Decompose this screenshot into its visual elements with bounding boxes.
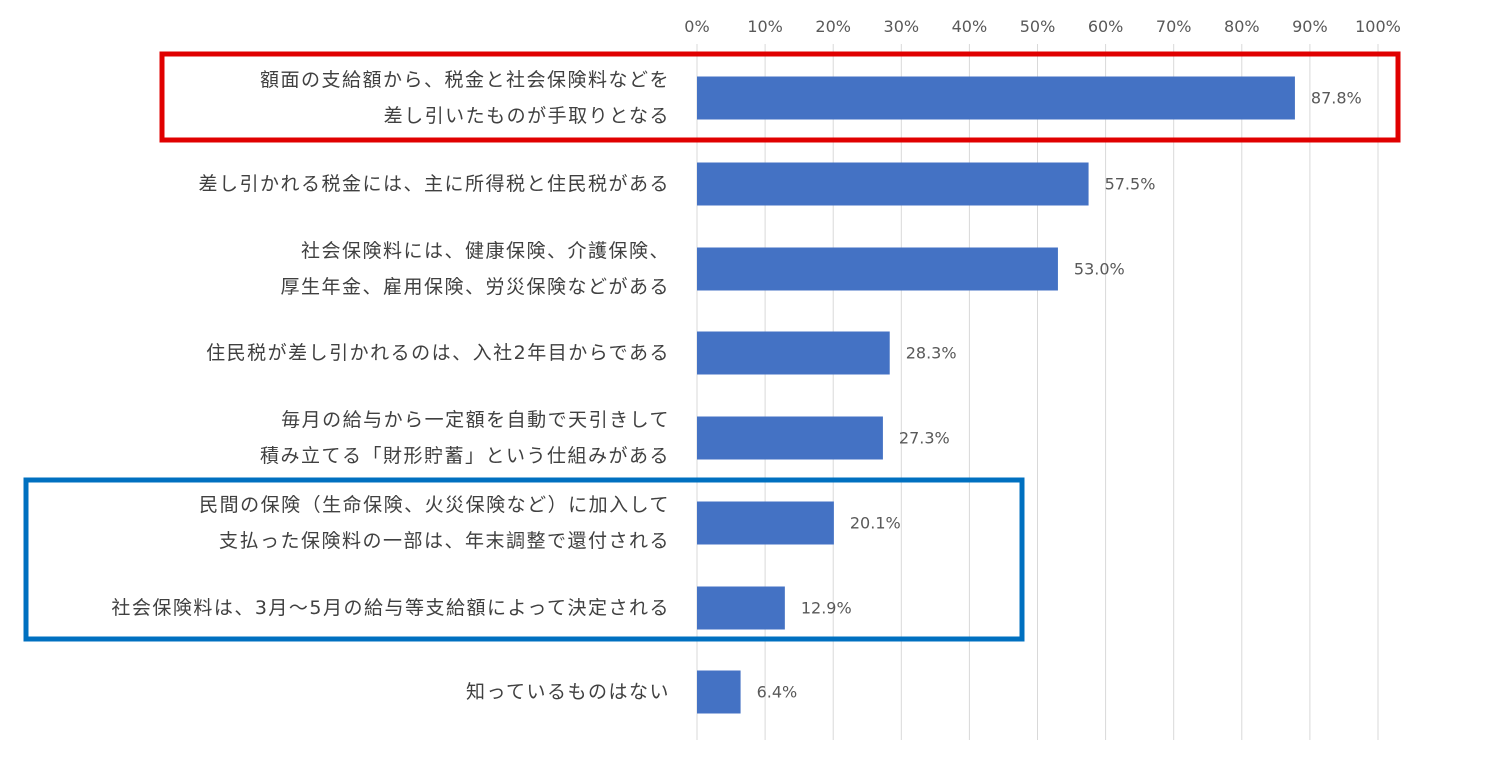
x-tick-label: 70% (1156, 17, 1192, 36)
bar (697, 76, 1295, 120)
data-label: 27.3% (899, 429, 950, 448)
category-label: 支払った保険料の一部は、年末調整で還付される (219, 530, 670, 552)
highlight-box-blue (23, 477, 1025, 642)
bar (697, 247, 1058, 291)
bar (697, 670, 741, 714)
data-label: 28.3% (906, 344, 957, 363)
category-labels: 額面の支給額から、税金と社会保険料などを差し引いたものが手取りとなる差し引かれる… (111, 69, 670, 703)
data-label: 20.1% (850, 514, 901, 533)
x-tick-label: 20% (815, 17, 851, 36)
x-tick-label: 50% (1020, 17, 1056, 36)
category-label: 額面の支給額から、税金と社会保険料などを (260, 69, 670, 91)
data-label: 12.9% (801, 599, 852, 618)
gridlines (696, 44, 1379, 740)
bar (697, 586, 785, 630)
x-tick-label: 80% (1224, 17, 1260, 36)
bar (697, 331, 890, 375)
bar (697, 162, 1089, 206)
highlight-box-red (159, 51, 1401, 143)
x-tick-label: 90% (1292, 17, 1328, 36)
category-label: 厚生年金、雇用保険、労災保険などがある (280, 276, 670, 298)
data-label: 57.5% (1105, 175, 1156, 194)
data-label: 53.0% (1074, 260, 1125, 279)
data-label: 87.8% (1311, 89, 1362, 108)
x-tick-label: 40% (952, 17, 988, 36)
data-label: 6.4% (757, 683, 798, 702)
bar (697, 416, 883, 460)
x-axis-ticks: 0% 10% 20% 30% 40% 50% 60% 70% 80% 90% 100% (684, 17, 1401, 36)
data-labels: 87.8% 57.5% 53.0% 28.3% 27.3% 20.1% 12.9% 6.4% (757, 89, 1362, 702)
category-label: 民間の保険（生命保険、火災保険など）に加入して (199, 494, 670, 516)
x-tick-label: 10% (747, 17, 783, 36)
x-tick-label: 30% (884, 17, 920, 36)
x-tick-label: 60% (1088, 17, 1124, 36)
category-label: 毎月の給与から一定額を自動で天引きして (281, 409, 670, 431)
category-label: 積み立てる「財形貯蓄」という仕組みがある (260, 445, 670, 467)
x-tick-label: 0% (684, 17, 709, 36)
category-label: 社会保険料には、健康保険、介護保険、 (301, 240, 670, 262)
category-label: 住民税が差し引かれるのは、入社2年目からである (206, 342, 670, 364)
category-label: 差し引かれる税金には、主に所得税と住民税がある (198, 173, 670, 195)
bars (697, 76, 1295, 714)
category-label: 知っているものはない (466, 681, 670, 703)
highlight-boxes (23, 51, 1401, 642)
bar (697, 501, 834, 545)
category-label: 差し引いたものが手取りとなる (384, 105, 670, 127)
category-label: 社会保険料は、3月～5月の給与等支給額によって決定される (111, 597, 670, 619)
x-tick-label: 100% (1355, 17, 1401, 36)
